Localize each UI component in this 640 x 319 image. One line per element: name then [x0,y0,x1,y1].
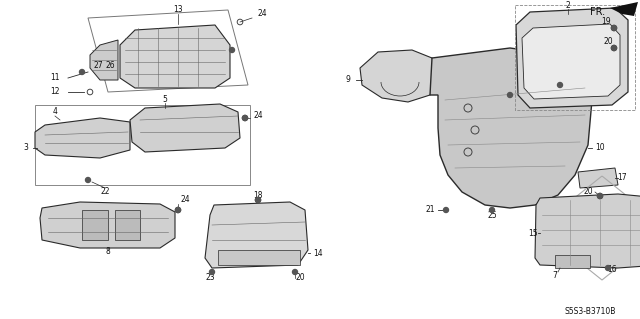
Text: 11: 11 [51,73,60,83]
Text: 23: 23 [205,273,215,283]
Text: 15: 15 [528,228,538,238]
Circle shape [557,83,563,87]
Bar [218,250,300,265]
Text: 7: 7 [552,271,557,279]
Polygon shape [40,202,175,248]
Text: 22: 22 [100,188,109,197]
Polygon shape [522,24,620,99]
Circle shape [209,270,214,275]
Circle shape [611,46,616,50]
Polygon shape [610,2,638,16]
Circle shape [79,70,84,75]
Text: 21: 21 [425,205,435,214]
Text: 3: 3 [24,144,28,152]
Circle shape [611,26,616,31]
Polygon shape [90,40,118,80]
Circle shape [508,93,513,98]
Circle shape [598,194,602,198]
Circle shape [490,207,495,212]
Polygon shape [120,25,230,88]
Text: 8: 8 [106,248,110,256]
Circle shape [605,265,611,271]
Text: 20: 20 [295,273,305,283]
Polygon shape [578,168,618,188]
Text: 27: 27 [93,61,103,70]
Polygon shape [516,8,628,108]
Text: S5S3-B3710B: S5S3-B3710B [564,308,616,316]
Text: 4: 4 [52,108,58,116]
Polygon shape [535,194,640,268]
Bar [555,255,590,268]
Bar [515,5,635,110]
Circle shape [175,207,180,212]
Bar [82,210,108,240]
Text: 14: 14 [313,249,323,257]
Text: 5: 5 [163,95,168,105]
Polygon shape [205,202,308,268]
Circle shape [230,48,234,53]
Text: 24: 24 [180,196,190,204]
Text: 13: 13 [173,5,183,14]
Text: 24: 24 [253,112,263,121]
Polygon shape [130,104,240,152]
Text: 20: 20 [583,187,593,196]
Circle shape [292,270,298,275]
Polygon shape [360,50,438,102]
Text: 24: 24 [257,10,267,19]
Text: 20: 20 [603,38,613,47]
Text: 25: 25 [487,211,497,219]
Text: FR.: FR. [591,7,605,17]
Circle shape [255,197,260,203]
Text: 17: 17 [617,174,627,182]
Polygon shape [430,48,592,208]
Text: 26: 26 [105,61,115,70]
Text: 10: 10 [595,144,605,152]
Text: 12: 12 [51,87,60,97]
Circle shape [86,177,90,182]
Text: 16: 16 [607,265,617,275]
Text: 2: 2 [566,2,570,11]
Circle shape [243,115,248,121]
Bar [115,210,140,240]
Text: 18: 18 [253,190,263,199]
Text: 9: 9 [346,76,351,85]
Text: 19: 19 [601,18,611,26]
Polygon shape [35,118,130,158]
Circle shape [444,207,449,212]
Bar [35,105,250,185]
